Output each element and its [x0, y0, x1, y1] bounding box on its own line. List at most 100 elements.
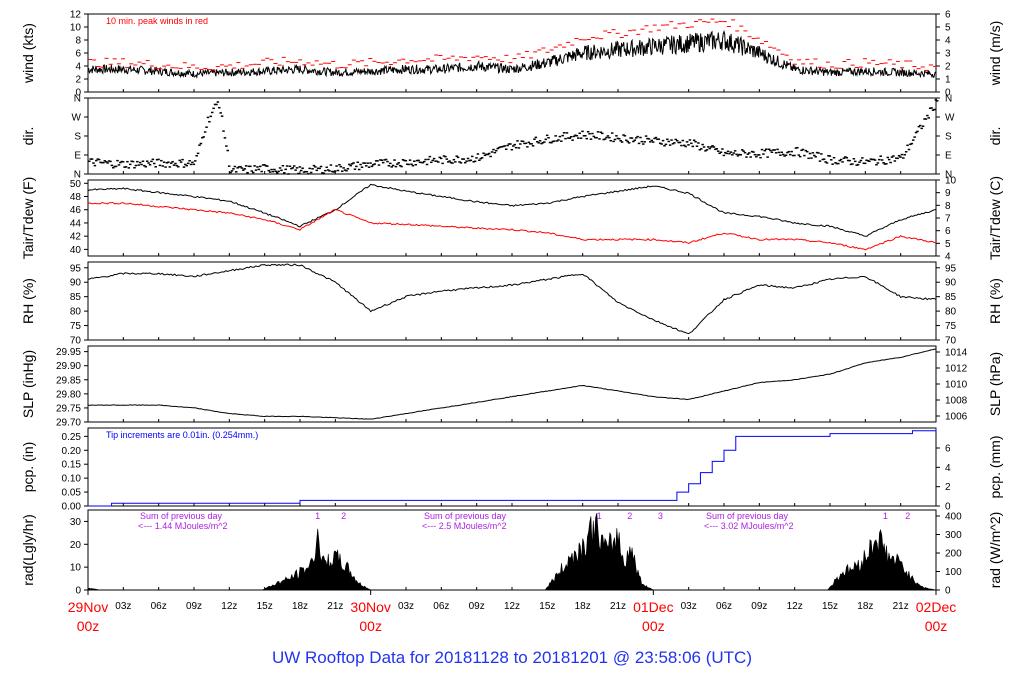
- dir-point: [476, 153, 480, 155]
- dir-point: [372, 163, 375, 166]
- y-axis-label-temp: Tair/Tdew (F): [20, 177, 36, 259]
- dir-point: [161, 165, 164, 167]
- dir-point: [359, 163, 362, 166]
- dir-point: [389, 162, 392, 165]
- dir-point: [164, 166, 167, 168]
- dir-point: [596, 131, 600, 133]
- y-tick-label-rh: 85: [70, 292, 82, 303]
- dir-point: [783, 155, 786, 157]
- dir-point: [646, 137, 649, 140]
- dir-point: [526, 146, 529, 148]
- radiation-sum-note: <--- 1.44 MJoules/m^2: [138, 521, 228, 531]
- dir-point: [413, 160, 416, 162]
- y-axis-right-label-dir: dir.: [987, 127, 1003, 146]
- y-axis-right-label-rad: rad (W/m^2): [987, 512, 1003, 589]
- dir-point: [366, 162, 369, 164]
- dir-point: [301, 167, 304, 169]
- dir-point: [897, 154, 901, 157]
- dir-point: [95, 159, 98, 162]
- dir-point: [766, 156, 769, 158]
- dir-point: [738, 153, 741, 156]
- dir-point: [346, 168, 350, 170]
- dir-point: [379, 159, 382, 161]
- dir-point: [619, 139, 622, 142]
- panel-frame-wind: [87, 13, 937, 93]
- dir-point: [781, 153, 785, 156]
- dir-point: [718, 152, 721, 155]
- dir-point: [618, 138, 621, 140]
- dir-point: [226, 149, 230, 152]
- dir-point: [250, 170, 254, 172]
- y-right-tick-label-rh: 85: [945, 292, 957, 303]
- y-tick-label-wind: 4: [75, 62, 81, 73]
- dir-point: [373, 163, 376, 165]
- dir-point: [482, 152, 485, 155]
- dir-point: [724, 151, 727, 154]
- x-tick-label: 09z: [751, 601, 767, 612]
- dir-point: [708, 147, 711, 150]
- y-tick-label-temp: 46: [70, 205, 82, 216]
- dir-point: [242, 169, 245, 171]
- dir-point: [664, 143, 668, 146]
- dir-point: [438, 156, 442, 159]
- dir-point: [759, 156, 762, 159]
- dir-point: [731, 154, 734, 156]
- dir-point: [350, 163, 354, 165]
- dir-point: [569, 136, 573, 138]
- dir-point: [441, 162, 444, 165]
- x-tick-label: 09z: [186, 601, 202, 612]
- dir-point: [220, 115, 224, 117]
- dir-point: [902, 157, 905, 159]
- dir-point: [728, 152, 731, 155]
- dir-point: [907, 148, 911, 151]
- dir-point: [931, 109, 935, 111]
- dir-point: [401, 159, 405, 161]
- dir-point: [376, 160, 379, 162]
- dir-point: [629, 137, 632, 139]
- dir-point: [199, 142, 203, 145]
- dir-point: [103, 160, 107, 162]
- y-right-tick-label-dir: N: [945, 170, 952, 181]
- dir-point: [616, 137, 620, 140]
- dir-point: [862, 162, 866, 164]
- dir-point: [767, 148, 771, 151]
- y-axis-label-pcp: pcp. (in): [20, 442, 36, 493]
- dir-point: [729, 151, 733, 153]
- dir-point: [593, 136, 597, 139]
- dir-point: [490, 151, 494, 153]
- dir-point: [769, 149, 772, 152]
- dir-point: [451, 162, 454, 164]
- dir-point: [208, 120, 211, 123]
- dir-point: [302, 171, 306, 173]
- dir-point: [916, 130, 919, 133]
- dir-point: [348, 163, 351, 166]
- dir-point: [444, 155, 447, 158]
- dir-point: [109, 160, 112, 163]
- dir-point: [887, 158, 891, 161]
- dir-point: [637, 142, 641, 145]
- dir-point: [90, 158, 94, 160]
- dir-point: [811, 152, 815, 154]
- dir-point: [283, 172, 286, 174]
- dir-point: [890, 156, 894, 158]
- y-tick-label-slp: 29.90: [56, 361, 81, 372]
- dir-point: [475, 157, 478, 159]
- dir-point: [260, 170, 263, 173]
- y-tick-label-pcp: 0.05: [62, 488, 82, 499]
- dir-point: [523, 142, 526, 145]
- dir-point: [256, 166, 259, 168]
- dir-point: [694, 140, 697, 143]
- dir-point: [855, 164, 858, 166]
- dir-point: [284, 168, 287, 171]
- y-right-tick-label-rad: 0: [945, 586, 951, 597]
- dir-point: [160, 159, 163, 162]
- dir-point: [177, 165, 180, 168]
- dir-point: [483, 154, 487, 157]
- dir-point: [818, 160, 822, 162]
- dir-point: [240, 167, 244, 169]
- x-tick-label: 06z: [151, 601, 167, 612]
- dir-point: [838, 159, 841, 162]
- dir-point: [305, 171, 309, 173]
- dir-point: [603, 138, 607, 140]
